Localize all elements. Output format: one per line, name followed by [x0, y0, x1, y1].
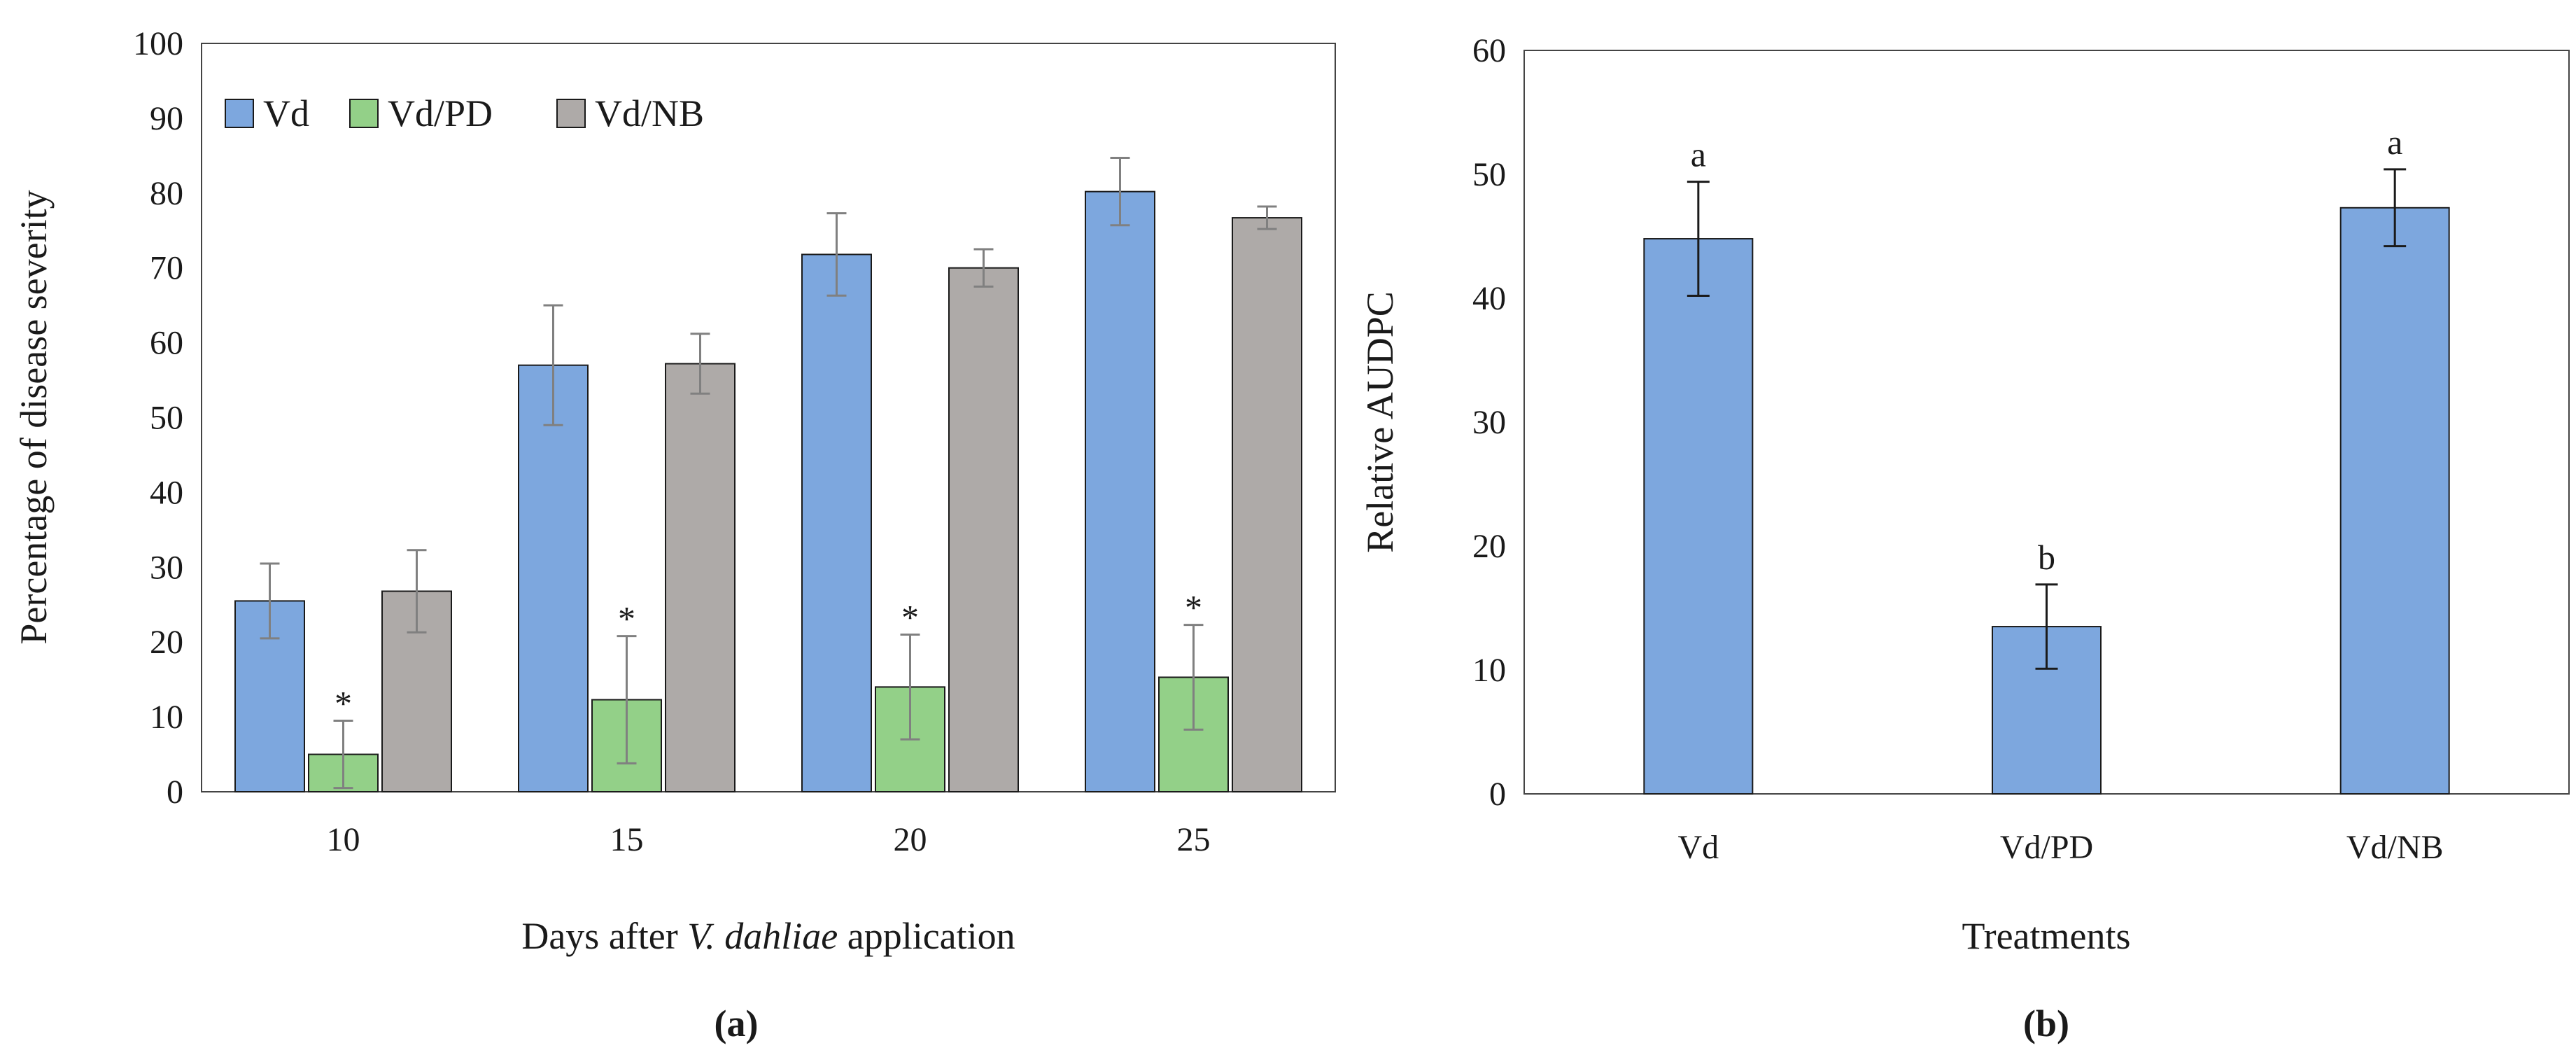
error-bar-vd-pd-day-15 — [617, 635, 637, 764]
panel-label-b: (b) — [2023, 1002, 2069, 1044]
significance-star: * — [335, 683, 352, 722]
y-tick-label-a: 80 — [150, 175, 183, 212]
legend-a: Vd Vd/PD Vd/NB — [225, 92, 704, 134]
y-tick-label-a: 40 — [150, 474, 183, 511]
y-tick-label-b: 60 — [1472, 32, 1506, 69]
significance-star: * — [1185, 588, 1202, 627]
bars-b — [1643, 207, 2450, 795]
error-bars-a — [260, 157, 1277, 790]
y-tick-label-b: 0 — [1489, 776, 1506, 813]
x-axis-ticks-b: Vd Vd/PD Vd/NB — [1677, 829, 2443, 866]
x-tick-label-a: 10 — [327, 821, 360, 858]
legend-swatch-vd-pd — [349, 99, 379, 128]
error-bar-vd-nb-day-20 — [973, 248, 994, 288]
error-bar-vd-day-10 — [260, 562, 280, 640]
error-bar-vd-nb-day-25 — [1257, 205, 1277, 230]
significance-letter-vd-pd: b — [2038, 538, 2055, 577]
y-tick-label-a: 10 — [150, 699, 183, 736]
error-bar-vd-pd-day-20 — [900, 634, 920, 741]
error-bars-b — [1687, 168, 2407, 670]
x-tick-label-a: 15 — [610, 821, 644, 858]
error-bar-vd-nb-day-10 — [407, 549, 427, 634]
bar-vd-nb — [2339, 207, 2450, 795]
x-tick-label-a: 25 — [1177, 821, 1211, 858]
significance-star: * — [901, 598, 919, 637]
y-axis-ticks-a: 0 10 20 30 40 50 60 70 80 90 100 — [133, 25, 183, 811]
y-tick-label-a: 100 — [133, 25, 183, 62]
legend-label-vd-pd: Vd/PD — [388, 92, 493, 134]
y-tick-label-b: 30 — [1472, 404, 1506, 441]
error-bar-vd-pd-day-10 — [333, 719, 353, 790]
y-tick-label-a: 30 — [150, 549, 183, 586]
x-tick-label-b: Vd/NB — [2346, 829, 2444, 866]
x-tick-label-a: 20 — [894, 821, 927, 858]
significance-stars-a: * * * * — [335, 588, 1202, 723]
x-axis-title-a: Days after V. dahliae application — [521, 915, 1015, 957]
significance-letter-vd: a — [1691, 135, 1706, 174]
chart-panel-b: 0 10 20 30 40 50 60 a b a Vd Vd/PD Vd/NB Relative … — [1359, 32, 2570, 1044]
x-axis-title-a-suffix: application — [838, 915, 1015, 957]
panel-label-a: (a) — [715, 1002, 759, 1044]
bars-a — [234, 190, 1302, 793]
bar-vd-nb-day-25 — [1232, 217, 1302, 792]
bar-vd-day-15 — [518, 364, 589, 792]
chart-panel-a: 0 10 20 30 40 50 60 70 80 90 100 * * * * 10 15 20 25 Per… — [13, 25, 1336, 1044]
x-tick-label-b: Vd — [1677, 829, 1719, 866]
error-bar-vd-nb — [2384, 168, 2407, 248]
y-tick-label-b: 40 — [1472, 280, 1506, 317]
error-bar-vd-pd — [2035, 583, 2058, 670]
y-tick-label-b: 20 — [1472, 528, 1506, 565]
significance-letter-vd-nb: a — [2387, 123, 2402, 162]
y-tick-label-a: 70 — [150, 250, 183, 287]
error-bar-vd-nb-day-15 — [690, 333, 710, 395]
y-tick-label-a: 60 — [150, 325, 183, 362]
y-axis-ticks-b: 0 10 20 30 40 50 60 — [1472, 32, 1506, 813]
x-axis-title-a-italic: V. dahliae — [687, 915, 838, 957]
bar-vd-nb-day-20 — [948, 267, 1019, 792]
legend-swatch-vd — [225, 99, 254, 128]
y-tick-label-a: 50 — [150, 400, 183, 437]
error-bar-vd-day-15 — [543, 304, 563, 426]
bar-vd — [1643, 238, 1754, 795]
y-axis-title-a: Percentage of disease severity — [13, 190, 55, 644]
legend-label-vd-nb: Vd/NB — [595, 92, 704, 134]
significance-star: * — [618, 599, 635, 638]
y-axis-title-b: Relative AUDPC — [1359, 291, 1401, 553]
y-tick-label-b: 50 — [1472, 156, 1506, 193]
error-bar-vd — [1687, 181, 1710, 297]
error-bar-vd-day-20 — [826, 212, 847, 297]
legend-swatch-vd-nb — [556, 99, 586, 128]
x-tick-label-b: Vd/PD — [2000, 829, 2093, 866]
legend-label-vd: Vd — [263, 92, 309, 134]
error-bar-vd-day-25 — [1110, 157, 1130, 227]
bar-vd-day-25 — [1085, 190, 1155, 792]
y-tick-label-a: 20 — [150, 624, 183, 661]
significance-letters-b: a b a — [1691, 123, 2403, 577]
x-axis-ticks-a: 10 15 20 25 — [327, 821, 1211, 858]
plot-frame-a — [201, 43, 1336, 792]
bar-vd-nb-day-15 — [665, 363, 736, 792]
y-tick-label-b: 10 — [1472, 652, 1506, 689]
bar-vd-day-20 — [801, 253, 872, 792]
x-axis-title-a-prefix: Days after — [521, 915, 687, 957]
x-axis-title-b: Treatments — [1962, 915, 2131, 957]
y-tick-label-a: 0 — [167, 774, 183, 811]
error-bar-vd-pd-day-25 — [1183, 624, 1204, 731]
y-tick-label-a: 90 — [150, 100, 183, 137]
